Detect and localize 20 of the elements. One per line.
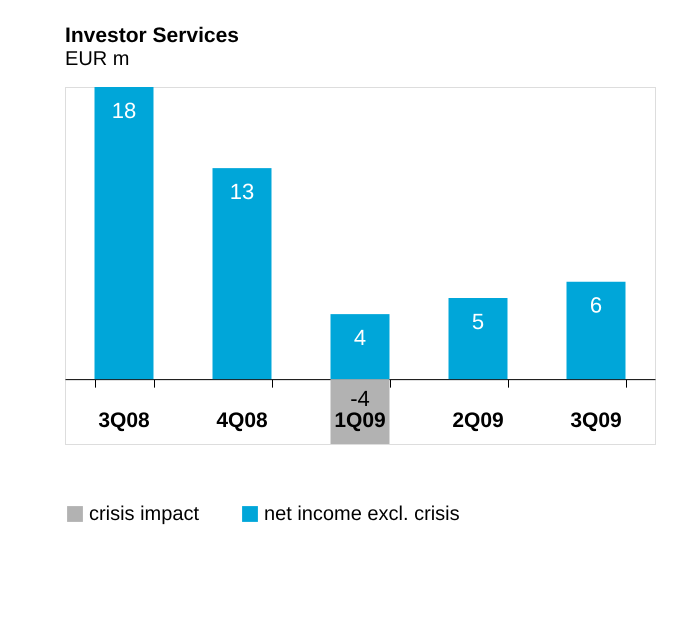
legend-label: crisis impact [89,503,200,525]
chart-title: Investor Services [65,24,239,47]
bar [212,168,272,380]
data-label: 13 [230,179,254,204]
bar [566,282,626,380]
data-label: 4 [354,325,366,350]
x-tick-label: 1Q09 [334,409,386,432]
bar [94,87,154,380]
x-tick-label: 2Q09 [452,409,504,432]
data-label: 5 [472,308,484,334]
chart-subtitle: EUR m [65,48,130,70]
bar [448,298,508,380]
data-label: 18 [112,98,136,123]
legend-label: net income excl. crisis [264,503,460,525]
data-label: 6 [590,292,602,318]
data-label: -4 [350,386,370,412]
bar [330,314,390,380]
x-tick-label: 4Q08 [216,409,268,432]
x-tick-label: 3Q09 [570,409,622,432]
x-tick-label: 3Q08 [98,409,150,432]
